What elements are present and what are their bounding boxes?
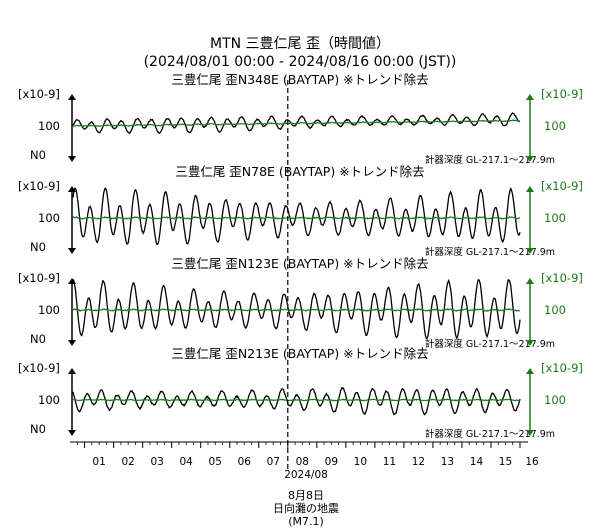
left-scale-arrow [68, 186, 76, 254]
chart-subtitle: (2024/08/01 00:00 - 2024/08/16 00:00 (JS… [144, 54, 457, 70]
right-scale-label: 100 [544, 211, 566, 225]
x-axis: 01 02 03 04 05 06 07 08 09 10 11 12 13 14 15 16 [70, 441, 539, 468]
panel-2: 三豊仁尾 歪N78E (BAYTAP) ※トレンド除去 [x10-9] 100 N0 [… [18, 164, 583, 258]
right-scale-label: 100 [544, 393, 566, 407]
x-tick-label: 05 [209, 456, 222, 468]
panel-title: 三豊仁尾 歪N78E (BAYTAP) ※トレンド除去 [175, 164, 424, 179]
left-scale-label: 100 [38, 393, 60, 407]
right-scale-arrow-head-down [526, 156, 534, 162]
panels-group: 三豊仁尾 歪N348E (BAYTAP) ※トレンド除去 [x10-9] 100 N0… [18, 72, 583, 440]
series-line-detrended [73, 398, 521, 402]
event-magnitude-label: (M7.1) [288, 515, 324, 528]
left-scale-arrow [68, 94, 76, 162]
right-scale-arrow [526, 186, 534, 254]
left-scale-arrow-head-up [68, 94, 76, 100]
right-scale-arrow-head-up [526, 278, 534, 284]
left-unit-label: [x10-9] [18, 87, 60, 101]
instrument-depth-label: 計器深度 GL-217.1～217.9m [425, 154, 555, 166]
x-tick-label: 07 [267, 456, 280, 468]
series-line-raw [72, 386, 521, 416]
left-scale-arrow-head-down [68, 340, 76, 346]
left-scale-label: 100 [38, 119, 60, 133]
series-line-detrended [72, 216, 520, 220]
x-tick-label: 09 [325, 456, 338, 468]
x-tick-label: 16 [525, 456, 539, 468]
panel-4: 三豊仁尾 歪N213E (BAYTAP) ※トレンド除去 [x10-9] 100 N0… [18, 346, 583, 440]
panel-title: 三豊仁尾 歪N123E (BAYTAP) ※トレンド除去 [171, 256, 428, 271]
event-name-label: 日向灘の地震 [273, 501, 339, 515]
left-scale-label: 100 [38, 211, 60, 225]
series-line-detrended [73, 308, 521, 312]
x-tick-label: 03 [150, 456, 163, 468]
instrument-depth-label: 計器深度 GL-217.1～217.9m [425, 338, 555, 350]
right-scale-arrow-head-down [526, 248, 534, 254]
left-direction-label: N0 [30, 332, 46, 346]
chart-title: MTN 三豊仁尾 歪（時間値） [210, 36, 390, 52]
right-unit-label: [x10-9] [541, 179, 583, 193]
instrument-depth-label: 計器深度 GL-217.1～217.9m [425, 428, 555, 440]
left-scale-label: 100 [38, 303, 60, 317]
x-tick-label: 08 [296, 456, 309, 468]
event-annotation: 2024/08 8月8日 日向灘の地震 (M7.1) [273, 80, 339, 528]
x-tick-label: 14 [470, 456, 484, 468]
series-line-detrended [72, 119, 521, 128]
left-direction-label: N0 [30, 240, 46, 254]
right-unit-label: [x10-9] [541, 361, 583, 375]
left-direction-label: N0 [30, 422, 46, 436]
panel-3: 三豊仁尾 歪N123E (BAYTAP) ※トレンド除去 [x10-9] 100 N0… [18, 256, 583, 350]
left-unit-label: [x10-9] [18, 179, 60, 193]
right-scale-arrow-head-down [526, 430, 534, 436]
instrument-depth-label: 計器深度 GL-217.1～217.9m [425, 246, 555, 258]
right-unit-label: [x10-9] [541, 87, 583, 101]
right-scale-arrow-head-up [526, 94, 534, 100]
right-unit-label: [x10-9] [541, 271, 583, 285]
left-scale-arrow [68, 368, 76, 436]
series-line-raw [72, 278, 521, 340]
left-direction-label: N0 [30, 148, 46, 162]
x-tick-label: 06 [238, 456, 252, 468]
right-scale-arrow-head-down [526, 340, 534, 346]
x-tick-label: 12 [412, 456, 425, 468]
left-scale-arrow-head-up [68, 368, 76, 374]
left-scale-arrow-head-down [68, 156, 76, 162]
right-scale-arrow [526, 94, 534, 162]
series-line-raw [72, 187, 521, 245]
panel-title: 三豊仁尾 歪N348E (BAYTAP) ※トレンド除去 [171, 72, 428, 87]
right-scale-label: 100 [544, 119, 566, 133]
left-unit-label: [x10-9] [18, 361, 60, 375]
x-tick-label: 10 [354, 456, 367, 468]
x-year-label: 2024/08 [284, 469, 328, 481]
right-scale-arrow-head-up [526, 186, 534, 192]
x-tick-label: 13 [441, 456, 454, 468]
left-scale-arrow-head-down [68, 430, 76, 436]
left-scale-arrow-head-down [68, 248, 76, 254]
right-scale-arrow [526, 368, 534, 436]
right-scale-arrow-head-up [526, 368, 534, 374]
x-tick-label: 11 [383, 456, 396, 468]
left-unit-label: [x10-9] [18, 271, 60, 285]
x-tick-label: 04 [180, 456, 194, 468]
right-scale-label: 100 [544, 303, 566, 317]
panel-title: 三豊仁尾 歪N213E (BAYTAP) ※トレンド除去 [171, 346, 428, 361]
event-date-label: 8月8日 [288, 489, 324, 502]
x-tick-label: 02 [121, 456, 134, 468]
right-scale-arrow [526, 278, 534, 346]
x-tick-label: 01 [92, 456, 105, 468]
x-tick-label: 15 [499, 456, 512, 468]
panel-1: 三豊仁尾 歪N348E (BAYTAP) ※トレンド除去 [x10-9] 100 N0… [18, 72, 583, 166]
